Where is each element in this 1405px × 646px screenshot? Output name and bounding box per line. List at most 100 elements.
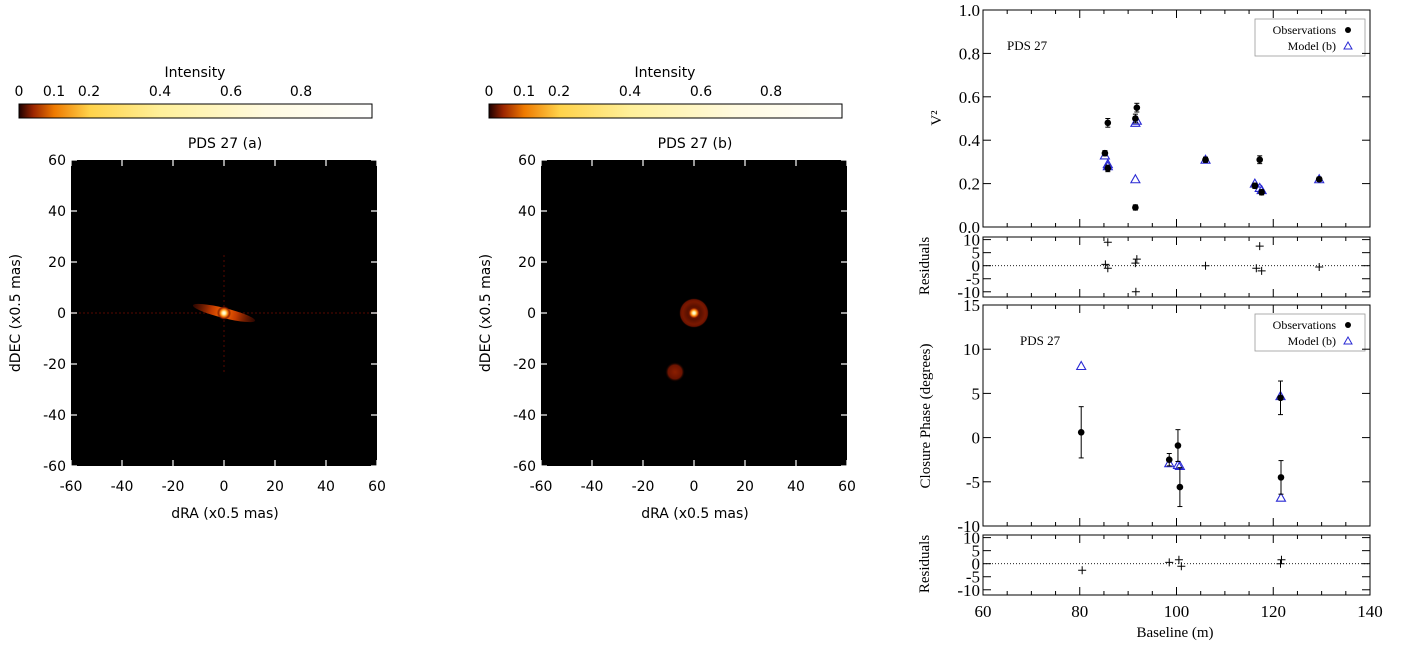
y-tick-label: -60 (43, 459, 66, 475)
colorbar-tick-label: 0 (485, 84, 494, 100)
observation-point (1104, 119, 1112, 127)
residual-point (1252, 264, 1261, 273)
x-tick-label: 20 (266, 479, 284, 495)
y-axis-label: Residuals (917, 535, 933, 593)
x-tick-label: 60 (368, 479, 386, 495)
y-tick-label: 0.2 (959, 175, 980, 194)
x-tick-label: 20 (736, 479, 754, 495)
observation-point (1132, 115, 1139, 122)
colorbar-tick-label: 0.8 (290, 84, 312, 100)
model-point (1075, 360, 1087, 371)
x-tick-label: -20 (162, 479, 185, 495)
x-axis-label: Baseline (m) (1136, 625, 1213, 641)
y-tick-label: 0 (972, 555, 981, 574)
y-tick-label: -5 (966, 568, 980, 587)
colorbar-tick-label: 0.4 (619, 84, 641, 100)
residual-point (1103, 264, 1112, 273)
y-tick-label: 5 (972, 384, 981, 403)
image-axes: -60 -60 -40 -40 -20 -20 0 0 20 20 40 40 60 60 (513, 153, 856, 495)
colorbar (488, 103, 843, 119)
residual-point (1201, 261, 1210, 270)
y-tick-label: 0.8 (959, 44, 980, 63)
y-axis-label: dDEC (x0.5 mas) (8, 254, 24, 372)
y-tick-label: -10 (957, 581, 980, 600)
x-tick-label: 0 (690, 479, 699, 495)
observation-point (1133, 104, 1141, 111)
x-ticks: 60 80 100 120 140 (975, 602, 1383, 621)
y-tick-label: 0.0 (959, 218, 980, 237)
companion-source (665, 362, 685, 382)
data-marks (983, 535, 1370, 595)
observation-point (1251, 182, 1259, 190)
y-tick-label: 0 (972, 257, 981, 276)
y-tick-label: 5 (972, 542, 981, 561)
y-ticks: -10 -5 0 5 10 15 (957, 296, 1370, 536)
image-title: PDS 27 (b) (658, 136, 733, 152)
observation-point (1174, 442, 1182, 449)
y-ticks: 0.0 0.2 0.4 0.6 0.8 1.0 (959, 1, 1370, 237)
x-tick-label: -20 (632, 479, 655, 495)
x-tick-label: 0 (220, 479, 229, 495)
observation-point (1165, 456, 1173, 464)
y-axis-label: Closure Phase (degrees) (918, 344, 934, 489)
colorbar-tick-labels: 0 0.1 0.2 0.4 0.6 0.8 (485, 84, 783, 100)
image-title: PDS 27 (a) (188, 136, 262, 152)
y-tick-label: 10 (963, 529, 980, 548)
legend-model-label: Model (b) (1288, 39, 1336, 53)
x-axis-label: dRA (x0.5 mas) (641, 506, 749, 522)
y-tick-label: 60 (48, 153, 66, 169)
y-tick-label: 0 (972, 429, 981, 448)
observation-point (1315, 175, 1323, 183)
colorbar-tick-label: 0.6 (690, 84, 712, 100)
y-axis-label: V² (929, 110, 945, 126)
y-tick-label: 10 (963, 231, 980, 250)
residual-point (1165, 558, 1174, 567)
x-tick-label: 40 (317, 479, 335, 495)
image-panel-a: Intensity 0 0.1 0.2 0.4 0.6 0.8 PDS 27 (… (8, 65, 386, 522)
colorbar-tick-label: 0 (15, 84, 24, 100)
observation-point (1077, 428, 1085, 436)
observation-point (1277, 474, 1285, 481)
y-tick-label: 10 (963, 340, 980, 359)
colorbar-tick-label: 0.1 (513, 84, 535, 100)
model-point (1163, 457, 1175, 468)
legend (1254, 18, 1366, 57)
y-tick-label: 60 (518, 153, 536, 169)
y-tick-label: -60 (513, 459, 536, 475)
legend-observations-label: Observations (1273, 318, 1337, 332)
y-tick-label: 20 (48, 255, 66, 271)
observation-point (1277, 394, 1284, 402)
x-tick-label: -60 (60, 479, 83, 495)
legend-observations-marker (1345, 322, 1351, 328)
y-tick-label: -5 (966, 270, 980, 289)
residual-point (1315, 263, 1324, 271)
x-tick-label: 40 (787, 479, 805, 495)
plot-frame (982, 534, 1371, 596)
x-tick-label: 100 (1164, 602, 1190, 621)
residual-point (1078, 566, 1087, 575)
residual-point (1277, 555, 1286, 564)
x-tick-label: 140 (1357, 602, 1383, 621)
y-tick-label: 5 (972, 244, 981, 263)
legend (1254, 313, 1366, 352)
observation-point (1176, 483, 1184, 491)
data-marks (1006, 10, 1347, 227)
residual-point (1103, 238, 1112, 247)
colorbar-tick-label: 0.1 (43, 84, 65, 100)
central-source (688, 307, 700, 319)
legend-observations-marker (1345, 27, 1351, 33)
y-axis-label: dDEC (x0.5 mas) (478, 254, 494, 372)
y-tick-label: -20 (513, 357, 536, 373)
image-panel-b: Intensity 0 0.1 0.2 0.4 0.6 0.8 PDS 27 (… (478, 65, 856, 522)
colorbar-tick-label: 0.2 (78, 84, 100, 100)
observation-point (1101, 149, 1109, 157)
panel-annotation: PDS 27 (1007, 38, 1048, 53)
colorbar-title: Intensity (165, 65, 226, 81)
residual-point (1177, 562, 1186, 571)
x-axis-label: dRA (x0.5 mas) (171, 506, 279, 522)
x-tick-label: -60 (530, 479, 553, 495)
